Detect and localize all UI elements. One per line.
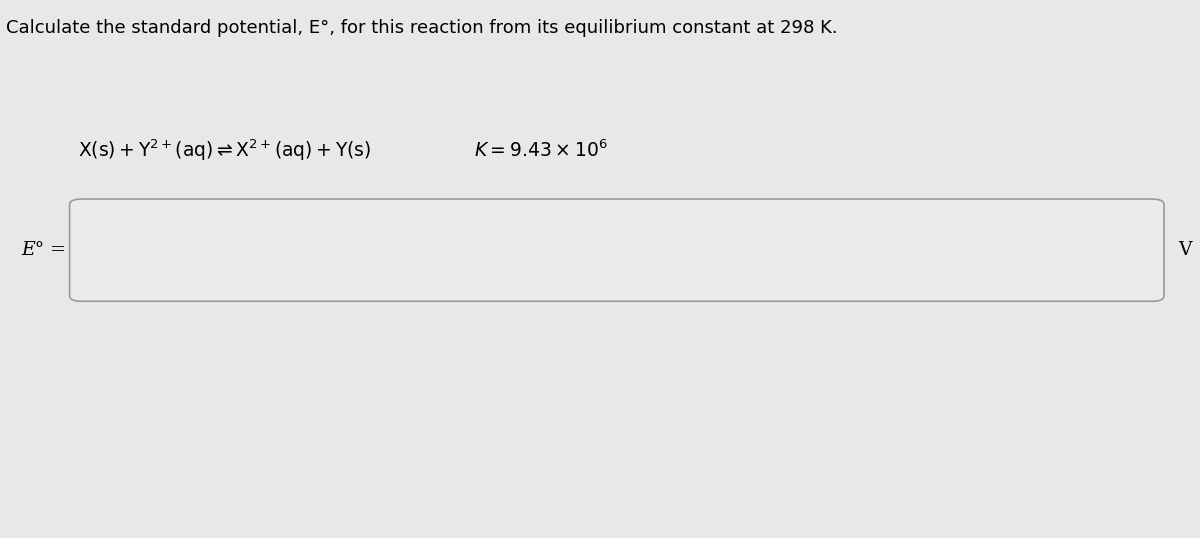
- Text: $\mathrm{X(s) + Y^{2+}(aq) \rightleftharpoons X^{2+}(aq) + Y(s)}$: $\mathrm{X(s) + Y^{2+}(aq) \rightlefthar…: [78, 138, 371, 164]
- Text: V: V: [1178, 241, 1192, 259]
- Text: $K = 9.43 \times 10^6$: $K = 9.43 \times 10^6$: [474, 140, 607, 161]
- FancyBboxPatch shape: [70, 199, 1164, 301]
- Text: E° =: E° =: [22, 241, 66, 259]
- Text: Calculate the standard potential, E°, for this reaction from its equilibrium con: Calculate the standard potential, E°, fo…: [6, 19, 838, 37]
